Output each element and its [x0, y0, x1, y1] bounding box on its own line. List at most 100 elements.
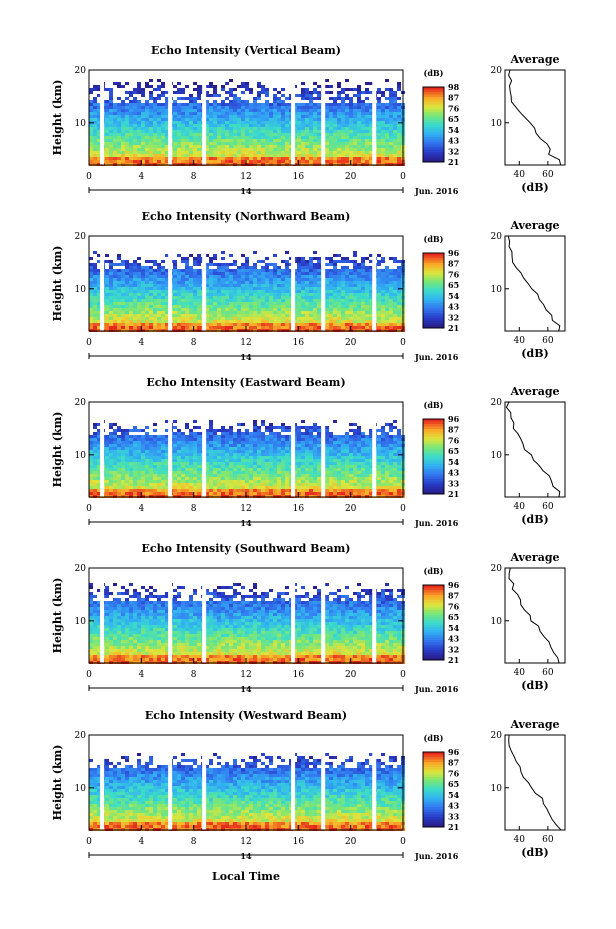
heatmap-cell — [325, 151, 329, 154]
heatmap-cell — [121, 459, 125, 462]
heatmap-cell — [149, 302, 153, 305]
heatmap-cell — [213, 284, 217, 287]
heatmap-cell — [193, 136, 197, 139]
heatmap-cell — [301, 91, 305, 94]
heatmap-cell — [257, 320, 261, 323]
heatmap-cell — [397, 142, 401, 145]
heatmap-cell — [165, 127, 169, 130]
heatmap-cell — [305, 314, 309, 317]
heatmap-cell — [129, 151, 133, 154]
heatmap-cell — [157, 112, 161, 115]
heatmap-cell — [145, 320, 149, 323]
heatmap-cell — [349, 118, 353, 121]
x-tick-label: 0 — [400, 172, 406, 182]
heatmap-cell — [361, 320, 365, 323]
heatmap-cell — [361, 91, 365, 94]
heatmap-cell — [221, 257, 225, 260]
heatmap-cell — [185, 278, 189, 281]
heatmap-cell — [145, 148, 149, 151]
heatmap-cell — [157, 157, 161, 160]
heatmap-cell — [105, 260, 109, 263]
heatmap-cell — [345, 284, 349, 287]
heatmap-cell — [105, 136, 109, 139]
heatmap-cell — [189, 296, 193, 299]
heatmap-cell — [289, 257, 293, 260]
heatmap-cell — [149, 438, 153, 441]
heatmap-cell — [365, 124, 369, 127]
heatmap-cell — [217, 109, 221, 112]
heatmap-cell — [153, 118, 157, 121]
heatmap-cell — [129, 480, 133, 483]
heatmap-cell — [97, 489, 101, 492]
heatmap-cell — [317, 284, 321, 287]
heatmap-cell — [197, 97, 201, 100]
heatmap-cell — [141, 450, 145, 453]
heatmap-cell — [265, 456, 269, 459]
heatmap-cell — [397, 85, 401, 88]
heatmap-cell — [273, 115, 277, 118]
heatmap-cell — [133, 272, 137, 275]
heatmap-cell — [269, 275, 273, 278]
heatmap-cell — [185, 456, 189, 459]
heatmap-cell — [109, 263, 113, 266]
heatmap-cell — [361, 278, 365, 281]
heatmap-cell — [161, 142, 165, 145]
heatmap-cell — [393, 284, 397, 287]
heatmap-cell — [285, 284, 289, 287]
heatmap-cell — [177, 142, 181, 145]
heatmap-cell — [181, 314, 185, 317]
heatmap-cell — [245, 323, 249, 326]
heatmap-cell — [173, 299, 177, 302]
heatmap-cell — [309, 290, 313, 293]
heatmap-cell — [109, 314, 113, 317]
heatmap-cell — [317, 142, 321, 145]
heatmap-cell — [389, 124, 393, 127]
heatmap-cell — [173, 272, 177, 275]
heatmap-cell — [389, 317, 393, 320]
heatmap-cell — [109, 115, 113, 118]
heatmap-cell — [113, 450, 117, 453]
heatmap-cell — [281, 302, 285, 305]
heatmap-cell — [205, 435, 209, 438]
heatmap-cell — [181, 311, 185, 314]
heatmap-cell — [177, 118, 181, 121]
heatmap-cell — [317, 326, 321, 329]
heatmap-cell — [229, 489, 233, 492]
heatmap-cell — [109, 426, 113, 429]
heatmap-cell — [185, 468, 189, 471]
heatmap-cell — [377, 323, 381, 326]
heatmap-cell — [117, 320, 121, 323]
heatmap-cell — [205, 266, 209, 269]
heatmap-cell — [273, 112, 277, 115]
heatmap-cell — [389, 308, 393, 311]
heatmap-cell — [253, 323, 257, 326]
heatmap-cell — [137, 326, 141, 329]
heatmap-cell — [369, 302, 373, 305]
heatmap-cell — [189, 486, 193, 489]
heatmap-cell — [221, 474, 225, 477]
heatmap-cell — [137, 145, 141, 148]
heatmap-cell — [109, 471, 113, 474]
heatmap-cell — [297, 109, 301, 112]
heatmap-cell — [349, 151, 353, 154]
heatmap-cell — [89, 486, 93, 489]
heatmap-cell — [333, 118, 337, 121]
heatmap-cell — [305, 266, 309, 269]
heatmap-cell — [237, 302, 241, 305]
heatmap-cell — [329, 142, 333, 145]
heatmap-cell — [225, 281, 229, 284]
heatmap-cell — [113, 299, 117, 302]
heatmap-cell — [137, 82, 141, 85]
heatmap-cell — [149, 121, 153, 124]
heatmap-cell — [209, 432, 213, 435]
heatmap-cell — [197, 157, 201, 160]
heatmap-cell — [237, 266, 241, 269]
heatmap-cell — [361, 287, 365, 290]
heatmap-cell — [225, 305, 229, 308]
heatmap-cell — [241, 305, 245, 308]
heatmap-cell — [209, 284, 213, 287]
heatmap-cell — [225, 489, 229, 492]
heatmap-cell — [153, 284, 157, 287]
heatmap-cell — [105, 281, 109, 284]
heatmap-cell — [365, 91, 369, 94]
